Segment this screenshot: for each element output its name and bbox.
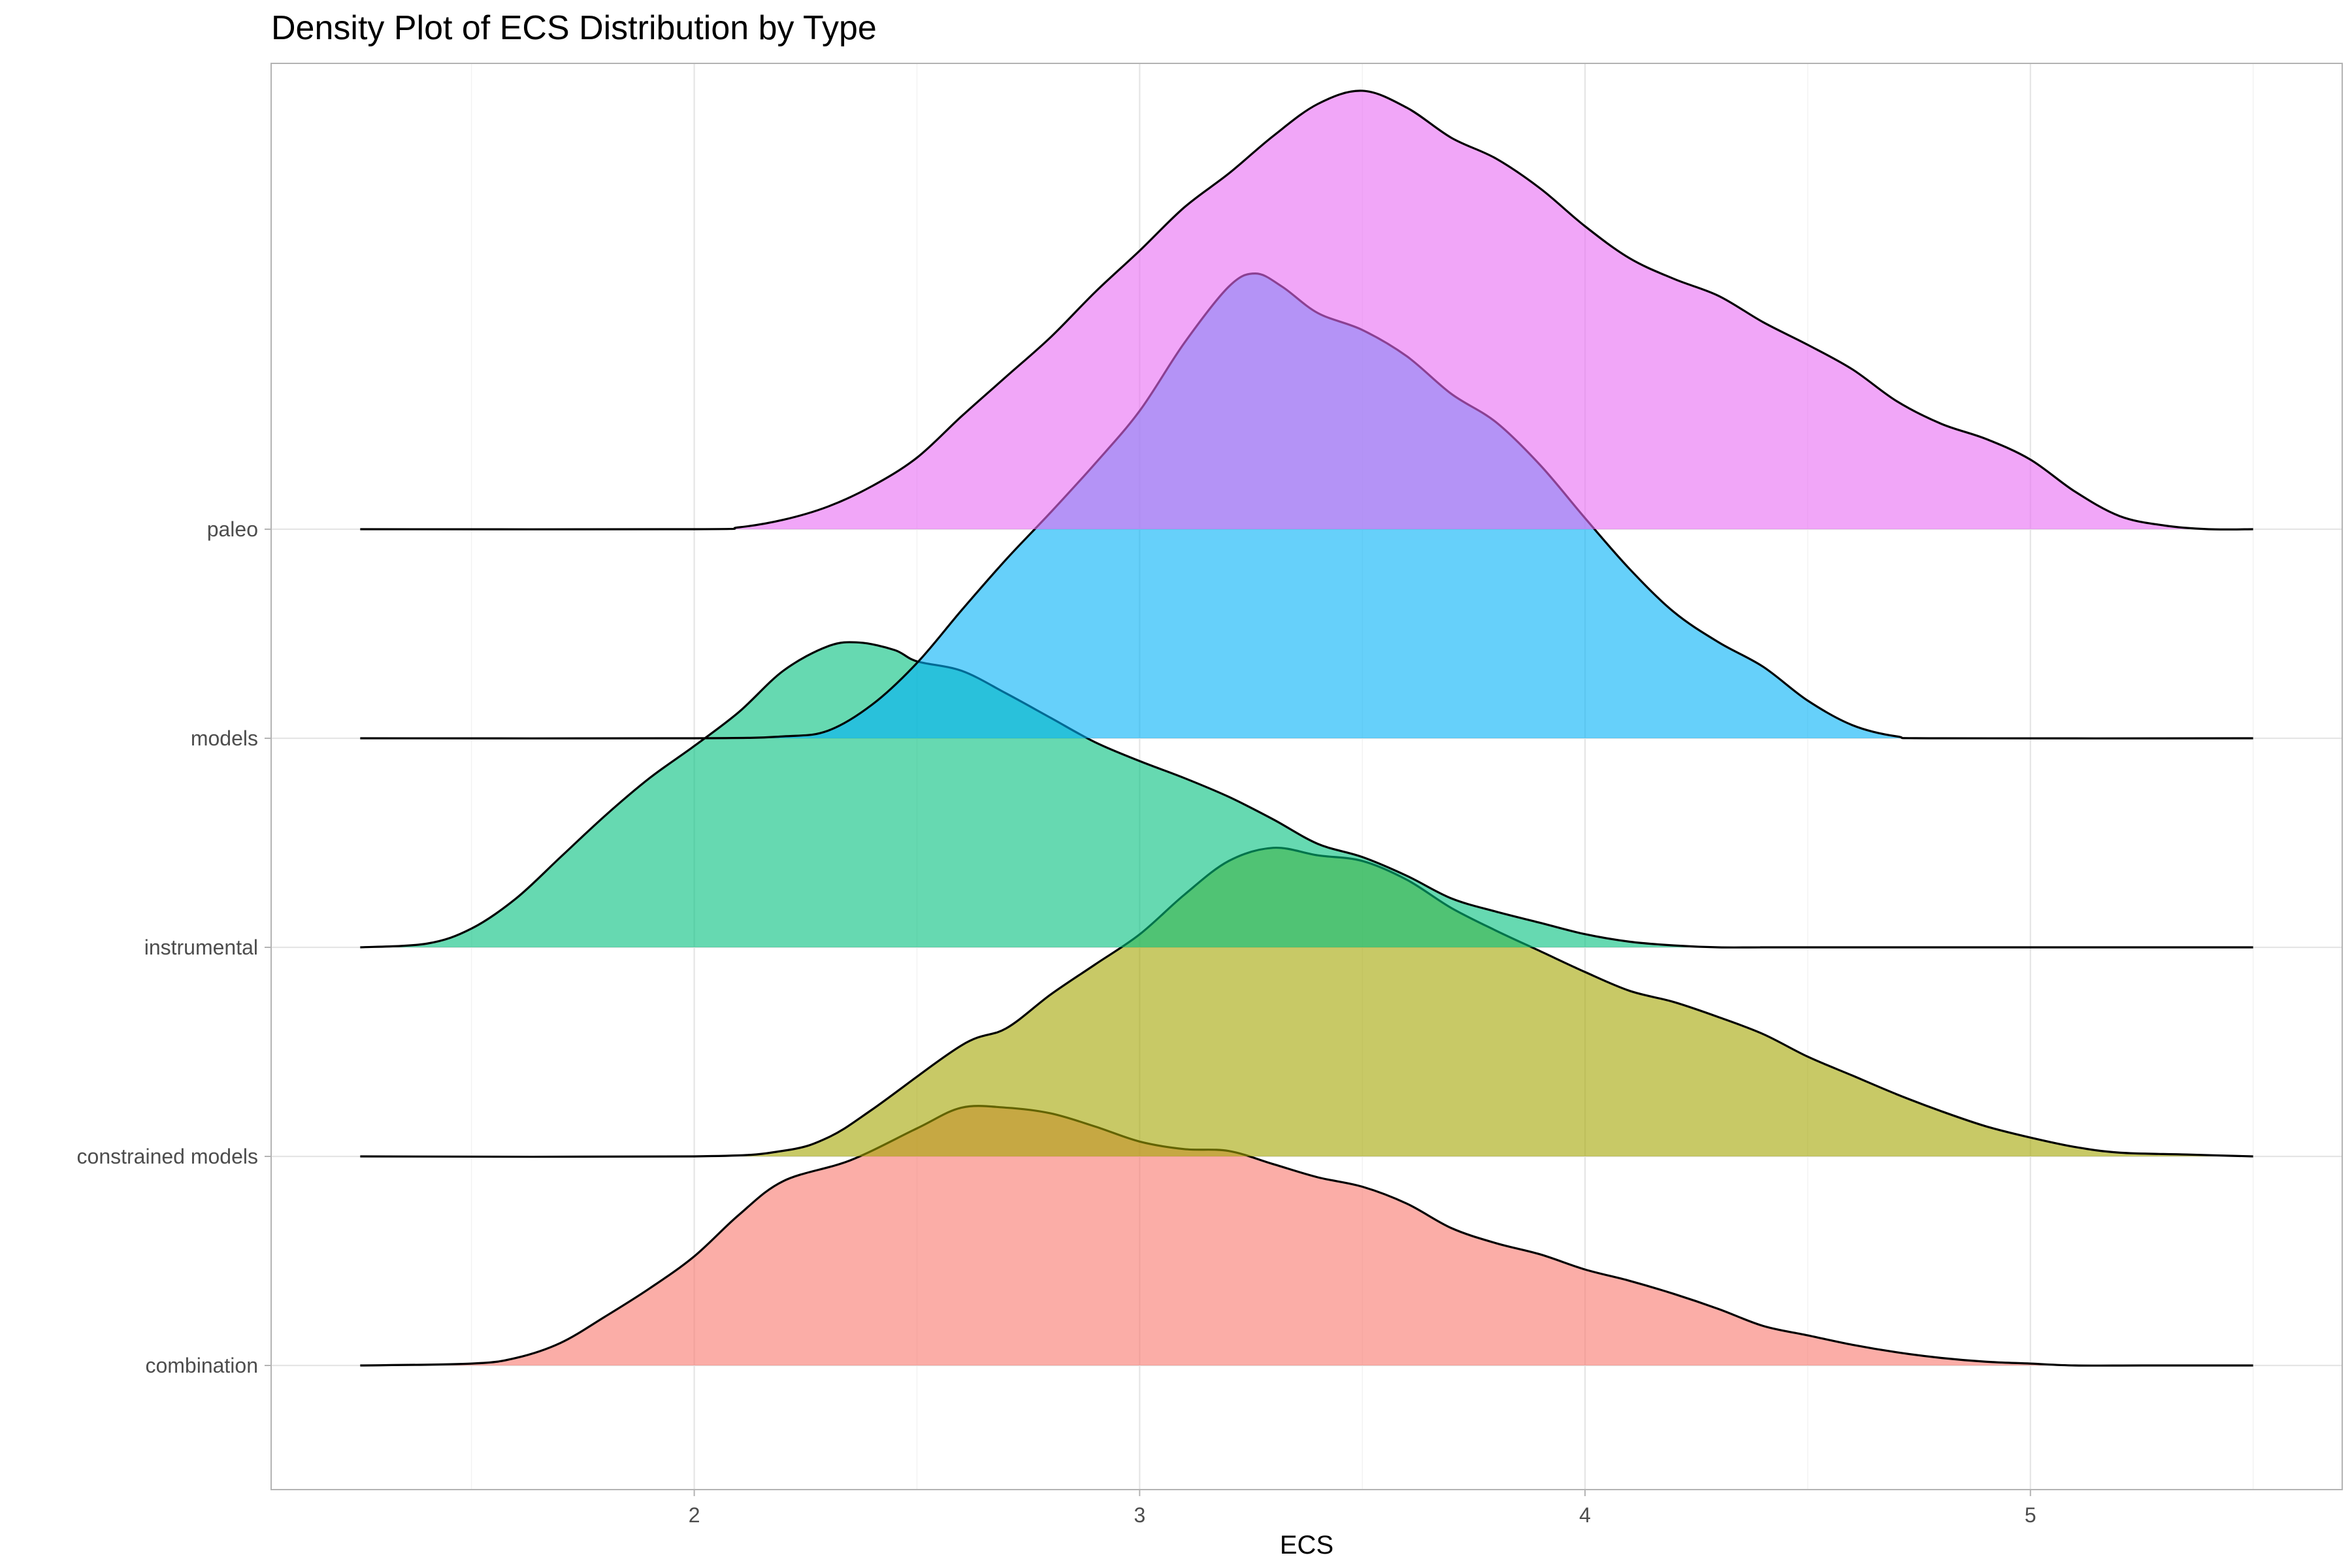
y-tick-label: paleo: [207, 517, 258, 541]
x-tick-label: 3: [1134, 1503, 1145, 1527]
y-tick-label: combination: [145, 1354, 258, 1377]
ridge-combination: [360, 1105, 2253, 1367]
x-tick-label: 5: [2025, 1503, 2036, 1527]
x-tick-label: 2: [689, 1503, 700, 1527]
ridge-outline-paleo: [360, 90, 2253, 531]
panel-border: [270, 63, 2343, 1490]
x-tick-label: 4: [1579, 1503, 1591, 1527]
x-axis-label: ECS: [1280, 1531, 1333, 1560]
ridge-fill-constrained-models: [360, 847, 2253, 1157]
y-tick-label: constrained models: [77, 1145, 258, 1168]
ridge-paleo: [360, 90, 2253, 531]
y-tick-label: instrumental: [144, 936, 258, 959]
ridge-outline-combination: [360, 1105, 2253, 1367]
y-tick-label: models: [191, 727, 258, 750]
tick-layer: 2 3 4 5 combination constrained models instrum…: [77, 517, 2036, 1527]
ridge-fill-instrumental: [360, 642, 2253, 948]
ridge-fill-paleo: [360, 90, 2253, 530]
ridge-layer: [360, 90, 2253, 1367]
ridge-fill-combination: [360, 1105, 2253, 1366]
ridge-outline-instrumental: [360, 641, 2253, 949]
chart-title: Density Plot of ECS Distribution by Type: [271, 9, 877, 47]
ridge-instrumental: [360, 641, 2253, 949]
